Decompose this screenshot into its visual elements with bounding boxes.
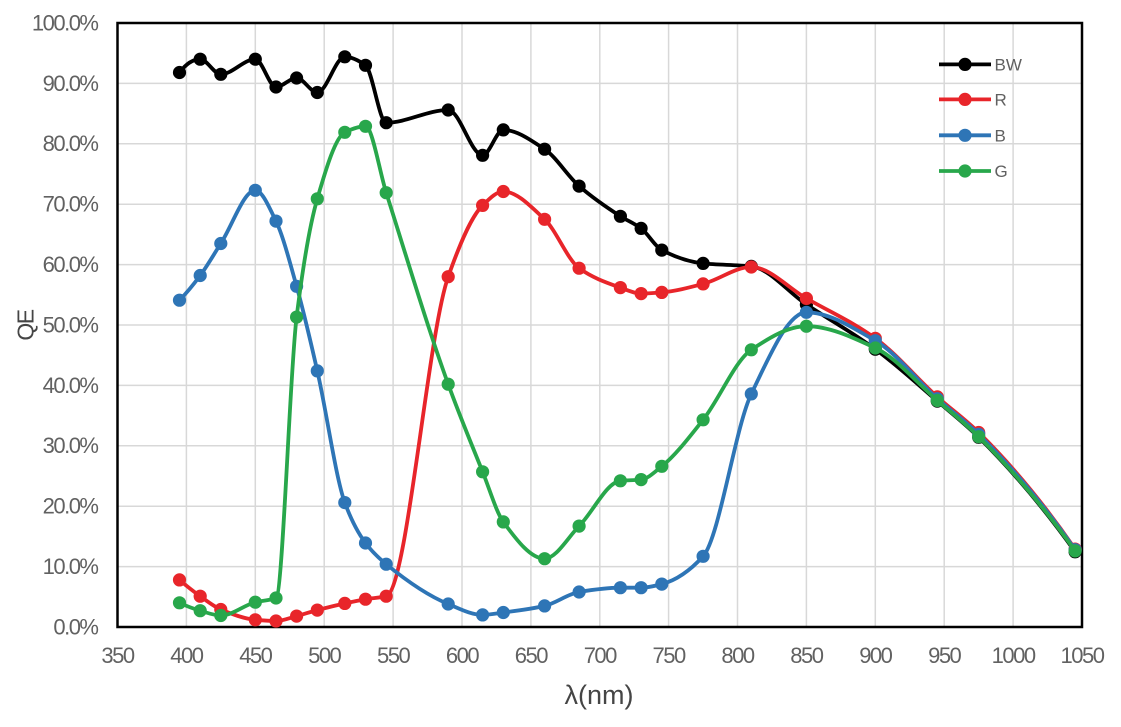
svg-text:R: R <box>995 91 1007 110</box>
svg-text:500: 500 <box>308 643 341 668</box>
svg-text:1000: 1000 <box>992 643 1036 668</box>
svg-text:100.0%: 100.0% <box>32 10 99 35</box>
svg-text:80.0%: 80.0% <box>43 131 99 156</box>
svg-text:850: 850 <box>790 643 823 668</box>
svg-text:900: 900 <box>859 643 892 668</box>
svg-text:50.0%: 50.0% <box>43 312 99 337</box>
svg-text:0.0%: 0.0% <box>53 614 98 639</box>
svg-text:600: 600 <box>446 643 479 668</box>
svg-text:800: 800 <box>721 643 754 668</box>
svg-text:70.0%: 70.0% <box>43 192 99 217</box>
svg-text:750: 750 <box>652 643 685 668</box>
svg-text:400: 400 <box>170 643 203 668</box>
svg-text:550: 550 <box>377 643 410 668</box>
svg-text:10.0%: 10.0% <box>43 554 99 579</box>
svg-text:G: G <box>995 162 1008 181</box>
svg-text:QE: QE <box>13 309 39 340</box>
svg-text:650: 650 <box>515 643 548 668</box>
svg-text:40.0%: 40.0% <box>43 373 99 398</box>
svg-text:90.0%: 90.0% <box>43 71 99 96</box>
svg-text:700: 700 <box>584 643 617 668</box>
svg-text:1050: 1050 <box>1061 643 1105 668</box>
svg-text:30.0%: 30.0% <box>43 433 99 458</box>
svg-text:λ(nm): λ(nm) <box>565 680 634 710</box>
svg-text:450: 450 <box>239 643 272 668</box>
svg-text:B: B <box>995 127 1006 146</box>
svg-text:BW: BW <box>995 56 1022 75</box>
svg-text:950: 950 <box>928 643 961 668</box>
svg-text:20.0%: 20.0% <box>43 494 99 519</box>
svg-text:60.0%: 60.0% <box>43 252 99 277</box>
svg-text:350: 350 <box>101 643 134 668</box>
